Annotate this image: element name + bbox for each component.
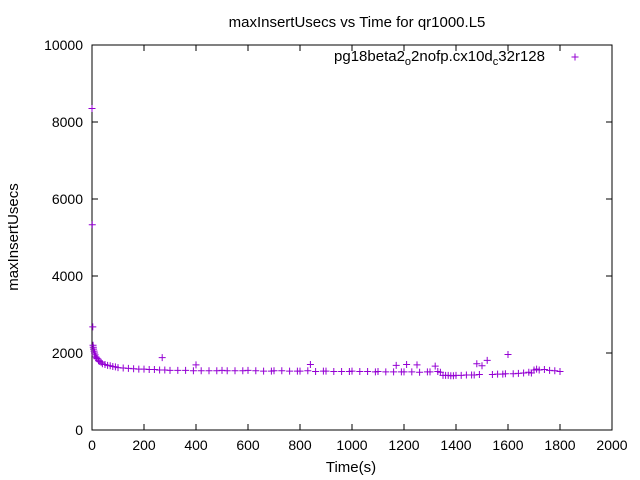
legend-label-part: 32r128 [498, 48, 545, 65]
x-tick-label: 1000 [336, 437, 367, 453]
data-point [475, 371, 483, 379]
data-point [278, 367, 286, 375]
x-tick-label: 2000 [596, 437, 627, 453]
x-tick-label: 800 [288, 437, 312, 453]
data-point [330, 367, 338, 375]
data-point [504, 351, 512, 359]
data-point [322, 367, 330, 375]
legend-marker-symbol [571, 53, 579, 61]
legend-label-part: 2nofp.cx10d [411, 48, 493, 65]
data-point [408, 368, 416, 376]
x-tick-label: 1800 [544, 437, 575, 453]
data-point [286, 367, 294, 375]
data-point [296, 367, 304, 375]
data-point [403, 361, 411, 369]
data-point [174, 366, 182, 374]
data-point [88, 221, 96, 229]
data-point [231, 367, 239, 375]
data-point [97, 358, 105, 366]
data-point [556, 367, 564, 375]
data-point [252, 367, 260, 375]
data-points [88, 105, 564, 380]
data-point [197, 367, 205, 375]
data-point [166, 366, 174, 374]
legend-marker [571, 53, 579, 61]
axis-ticks: 0 200 400 600 800 1000 1200 1400 1600 1800 2000 0 20… [44, 37, 628, 453]
data-point [540, 366, 548, 374]
data-point [270, 367, 278, 375]
y-tick-label: 2000 [52, 345, 83, 361]
data-point [89, 323, 97, 331]
legend-label-sub: c [493, 56, 499, 68]
x-axis-label: Time(s) [326, 459, 376, 476]
data-point [400, 368, 408, 376]
data-point [551, 367, 559, 375]
data-point [374, 367, 382, 375]
x-tick-label: 0 [88, 437, 96, 453]
data-point [390, 368, 398, 376]
legend: pg18beta2o2nofp.cx10dc32r128 [334, 48, 579, 68]
legend-label: pg18beta2o2nofp.cx10dc32r128 [334, 48, 545, 68]
data-point [338, 367, 346, 375]
y-axis-label: maxInsertUsecs [5, 183, 22, 291]
data-point [382, 368, 390, 376]
data-point [413, 361, 421, 369]
data-point [189, 367, 197, 375]
data-point [364, 367, 372, 375]
data-point [306, 361, 314, 369]
data-point [88, 105, 96, 113]
data-point [223, 367, 231, 375]
data-point [182, 366, 190, 374]
x-tick-label: 600 [236, 437, 260, 453]
data-point [426, 368, 434, 376]
data-point [392, 361, 400, 369]
data-point [244, 366, 252, 374]
data-point [431, 362, 439, 370]
data-point [356, 367, 364, 375]
data-point [192, 361, 200, 369]
y-tick-label: 10000 [44, 37, 83, 53]
data-point [205, 367, 213, 375]
chart-title: maxInsertUsecs vs Time for qr1000.L5 [229, 14, 486, 31]
data-point [260, 367, 268, 375]
x-tick-label: 1200 [388, 437, 419, 453]
x-tick-label: 1400 [440, 437, 471, 453]
y-tick-label: 8000 [52, 114, 83, 130]
data-point [304, 367, 312, 375]
legend-label-part: pg18beta2 [334, 48, 405, 65]
data-point [158, 354, 166, 362]
data-point [501, 370, 509, 378]
y-tick-label: 4000 [52, 268, 83, 284]
y-tick-label: 0 [75, 422, 83, 438]
data-point [416, 368, 424, 376]
x-tick-label: 1600 [492, 437, 523, 453]
data-point [348, 367, 356, 375]
legend-label-sub: o [405, 56, 411, 68]
data-point [90, 345, 98, 353]
y-tick-label: 6000 [52, 191, 83, 207]
x-tick-label: 400 [184, 437, 208, 453]
data-point [478, 362, 486, 370]
x-tick-label: 200 [132, 437, 156, 453]
data-point [483, 356, 491, 364]
data-point [473, 360, 481, 368]
data-point [312, 367, 320, 375]
data-point [520, 369, 528, 377]
